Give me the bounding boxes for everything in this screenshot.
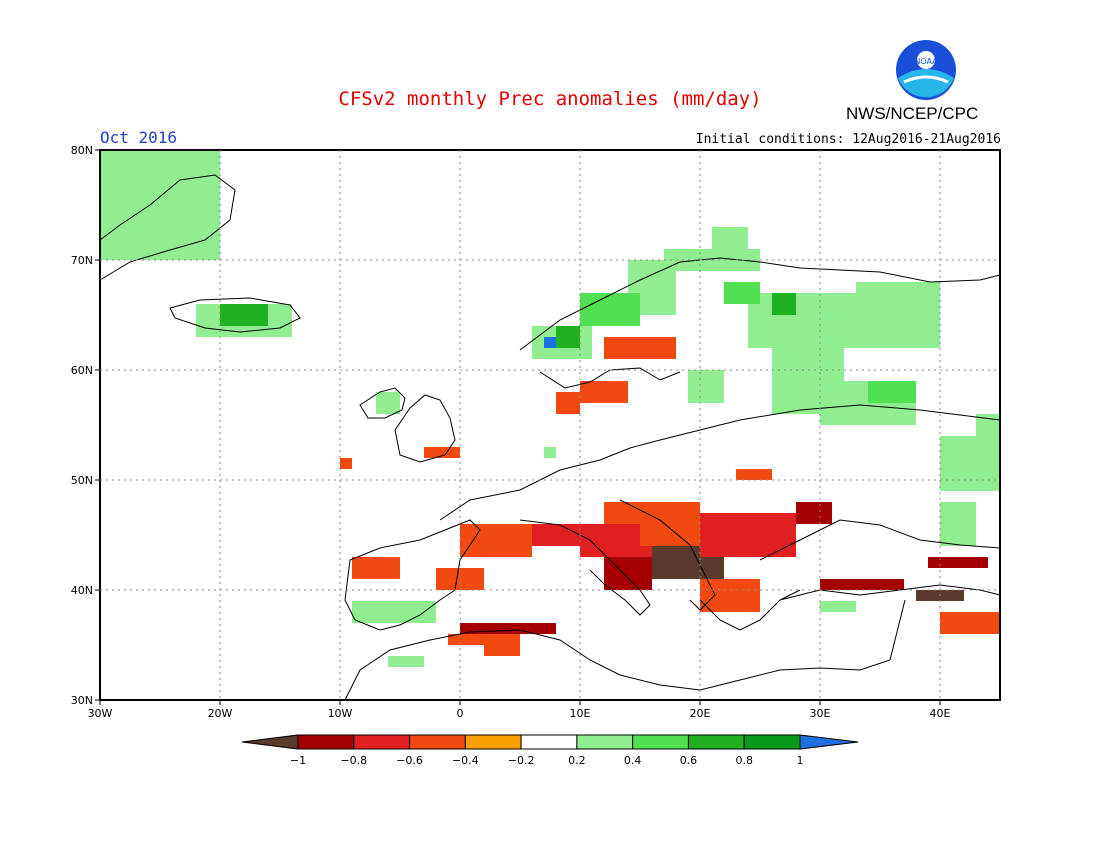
colorbar-label: −1 bbox=[290, 754, 306, 767]
lat-label: 80N bbox=[71, 144, 93, 157]
anomaly-cell bbox=[688, 370, 724, 403]
colorbar-label: 0.8 bbox=[735, 754, 753, 767]
anomaly-cell bbox=[484, 645, 520, 656]
anomaly-cell bbox=[340, 458, 352, 469]
anomaly-cell bbox=[796, 502, 832, 524]
anomaly-cell bbox=[868, 381, 916, 403]
anomaly-cell bbox=[220, 304, 268, 326]
chart-title: CFSv2 monthly Prec anomalies (mm/day) bbox=[338, 88, 762, 110]
colorbar-label: 0.6 bbox=[680, 754, 698, 767]
anomaly-cell bbox=[448, 634, 520, 645]
anomaly-cell bbox=[700, 513, 796, 557]
colorbar-label: −0.8 bbox=[340, 754, 367, 767]
lat-label: 30N bbox=[71, 694, 93, 707]
lon-label: 0 bbox=[457, 707, 464, 720]
anomaly-cell bbox=[460, 623, 556, 634]
latitude-labels: 30N 40N 50N 60N 70N 80N bbox=[71, 144, 93, 707]
anomaly-cell bbox=[772, 293, 796, 315]
lat-label: 70N bbox=[71, 254, 93, 267]
lon-label: 10W bbox=[328, 707, 353, 720]
lon-label: 20W bbox=[208, 707, 233, 720]
anomaly-cell bbox=[604, 337, 676, 359]
anomaly-cell bbox=[436, 568, 484, 590]
agency-label: NWS/NCEP/CPC bbox=[846, 104, 979, 123]
svg-text:NOAA: NOAA bbox=[914, 57, 938, 66]
colorbar-box bbox=[464, 734, 522, 750]
colorbar-label: −0.4 bbox=[452, 754, 479, 767]
colorbar-label: 0.2 bbox=[568, 754, 586, 767]
lat-label: 50N bbox=[71, 474, 93, 487]
colorbar-box bbox=[687, 734, 745, 750]
anomaly-cell bbox=[376, 392, 400, 414]
colorbar: −1 −0.8 −0.6 −0.4 −0.2 0.2 0.4 0.6 0.8 1 bbox=[241, 734, 859, 767]
colorbar-label: 1 bbox=[797, 754, 804, 767]
lon-label: 10E bbox=[570, 707, 591, 720]
colorbar-label: −0.2 bbox=[508, 754, 535, 767]
map-frame bbox=[99, 149, 1001, 701]
longitude-labels: 30W 20W 10W 0 10E 20E 30E 40E bbox=[88, 707, 951, 720]
anomaly-cell bbox=[544, 447, 556, 458]
lat-label: 60N bbox=[71, 364, 93, 377]
anomaly-cell bbox=[940, 612, 1000, 634]
anomaly-cell bbox=[856, 282, 940, 348]
anomaly-cell bbox=[604, 502, 700, 524]
lon-label: 20E bbox=[690, 707, 711, 720]
forecast-month: Oct 2016 bbox=[100, 128, 178, 147]
anomaly-cells bbox=[100, 150, 1000, 667]
anomaly-cell bbox=[940, 502, 976, 546]
anomaly-cell bbox=[424, 447, 460, 458]
lat-label: 40N bbox=[71, 584, 93, 597]
initial-conditions: Initial conditions: 12Aug2016-21Aug2016 bbox=[695, 132, 1001, 147]
anomaly-cell bbox=[580, 293, 640, 326]
anomaly-cell bbox=[580, 381, 628, 403]
anomaly-cell bbox=[820, 601, 856, 612]
anomaly-cell bbox=[556, 326, 580, 348]
noaa-logo: NOAA bbox=[894, 38, 958, 106]
anomaly-cell bbox=[604, 557, 652, 590]
anomaly-cell bbox=[736, 469, 772, 480]
colorbar-box bbox=[409, 734, 466, 750]
colorbar-box bbox=[297, 734, 355, 750]
colorbar-high-arrow bbox=[799, 734, 859, 750]
anomaly-cell bbox=[724, 282, 760, 304]
colorbar-label: −0.6 bbox=[396, 754, 423, 767]
anomaly-cell bbox=[460, 524, 532, 557]
anomaly-cell bbox=[100, 150, 220, 260]
anomaly-cell bbox=[820, 579, 904, 590]
graticule bbox=[95, 149, 1000, 705]
colorbar-box bbox=[632, 734, 689, 750]
anomaly-cell bbox=[928, 557, 988, 568]
colorbar-box bbox=[743, 734, 801, 750]
lon-label: 40E bbox=[930, 707, 951, 720]
colorbar-low-arrow bbox=[241, 734, 299, 750]
colorbar-label: 0.4 bbox=[624, 754, 642, 767]
colorbar-box bbox=[353, 734, 411, 750]
lon-label: 30E bbox=[810, 707, 831, 720]
colorbar-box bbox=[520, 734, 578, 750]
lon-label: 30W bbox=[88, 707, 113, 720]
anomaly-cell bbox=[388, 656, 424, 667]
anomaly-cell bbox=[556, 392, 580, 414]
anomaly-cell bbox=[544, 337, 556, 348]
anomaly-cell bbox=[352, 557, 400, 579]
colorbar-box bbox=[576, 734, 634, 750]
anomaly-cell bbox=[712, 227, 748, 249]
coastlines bbox=[99, 174, 1001, 701]
